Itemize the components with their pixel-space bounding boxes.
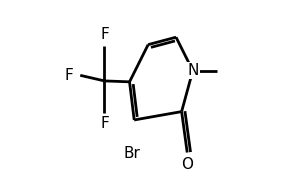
Text: F: F	[64, 68, 73, 83]
Text: F: F	[100, 116, 109, 131]
Text: O: O	[181, 157, 193, 172]
Text: Br: Br	[124, 146, 141, 161]
Text: F: F	[100, 27, 109, 42]
Text: N: N	[187, 63, 199, 78]
